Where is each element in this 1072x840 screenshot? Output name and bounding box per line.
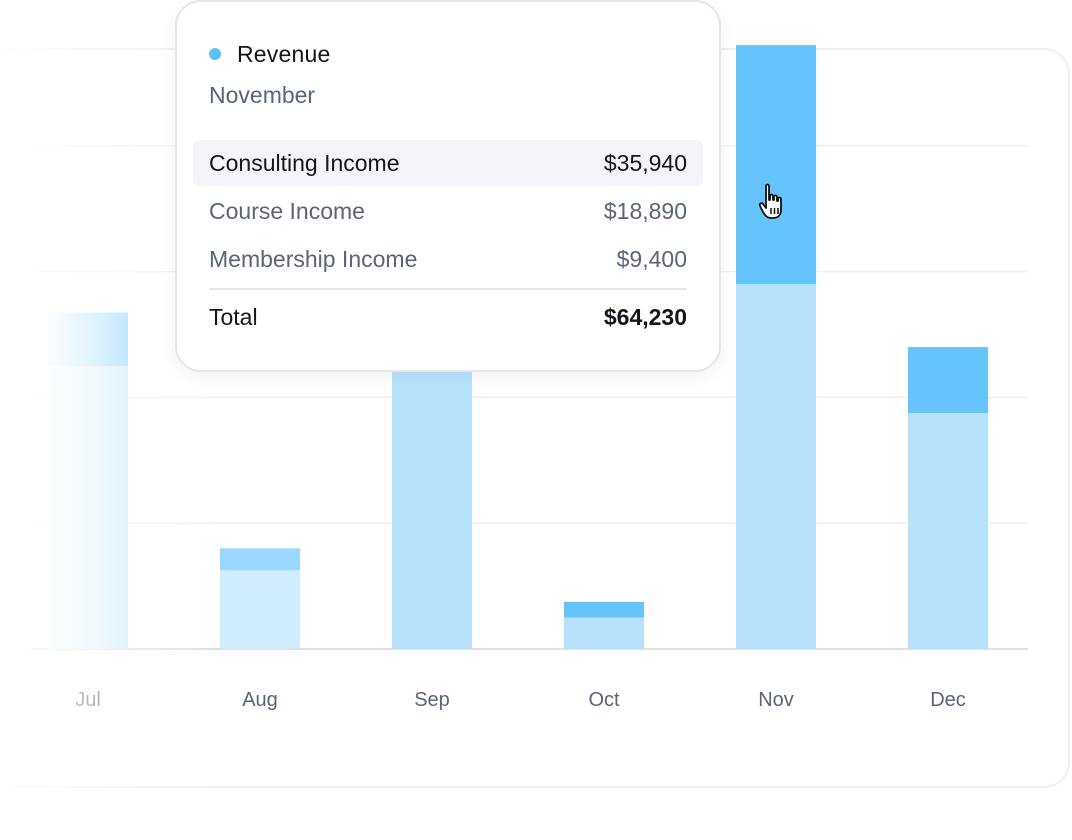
- tooltip-row-label: Consulting Income: [209, 149, 400, 176]
- tooltip-series-name: Revenue: [237, 40, 331, 67]
- tooltip-total-label: Total: [209, 304, 258, 330]
- tooltip-row-label: Membership Income: [209, 245, 418, 272]
- bar-aug-segment-0: [220, 570, 300, 649]
- bar-dec-segment-0: [908, 413, 988, 649]
- tooltip-row-value: $9,400: [616, 245, 687, 272]
- x-tick-label-jul: Jul: [75, 689, 101, 711]
- tooltip-row-consulting: Consulting Income $35,940: [193, 140, 703, 186]
- x-tick-label-sep: Sep: [414, 689, 450, 711]
- x-tick-label-dec: Dec: [930, 689, 966, 711]
- bar-nov-segment-0: [736, 284, 816, 649]
- tooltip-total-row: Total $64,230: [209, 304, 687, 331]
- bar-oct-segment-1: [564, 601, 644, 618]
- bar-fade-overlay: [220, 548, 300, 649]
- tooltip-divider: [209, 288, 687, 290]
- chart-tooltip: Revenue November Consulting Income $35,9…: [175, 0, 721, 372]
- bar-nov-segment-1: [736, 45, 816, 285]
- bar-oct-segment-0: [564, 617, 644, 649]
- tooltip-rows: Consulting Income $35,940 Course Income …: [193, 140, 703, 282]
- x-tick-label-aug: Aug: [242, 689, 278, 711]
- bar-aug-segment-1: [220, 548, 300, 571]
- bar-dec-segment-1: [908, 347, 988, 414]
- tooltip-header: Revenue: [209, 39, 687, 69]
- tooltip-row-value: $18,890: [603, 197, 687, 224]
- tooltip-row-value: $35,940: [603, 149, 687, 176]
- tooltip-row-label: Course Income: [209, 197, 365, 224]
- tooltip-month: November: [209, 82, 316, 108]
- series-dot-icon: [209, 48, 221, 60]
- bar-fade-overlay: [48, 312, 128, 649]
- tooltip-total-value: $64,230: [603, 304, 687, 330]
- x-tick-label-nov: Nov: [758, 689, 794, 711]
- x-tick-label-oct: Oct: [588, 689, 620, 711]
- tooltip-row-membership: Membership Income $9,400: [193, 236, 703, 282]
- hand-pointer-icon: [758, 183, 782, 219]
- tooltip-row-course: Course Income $18,890: [193, 188, 703, 234]
